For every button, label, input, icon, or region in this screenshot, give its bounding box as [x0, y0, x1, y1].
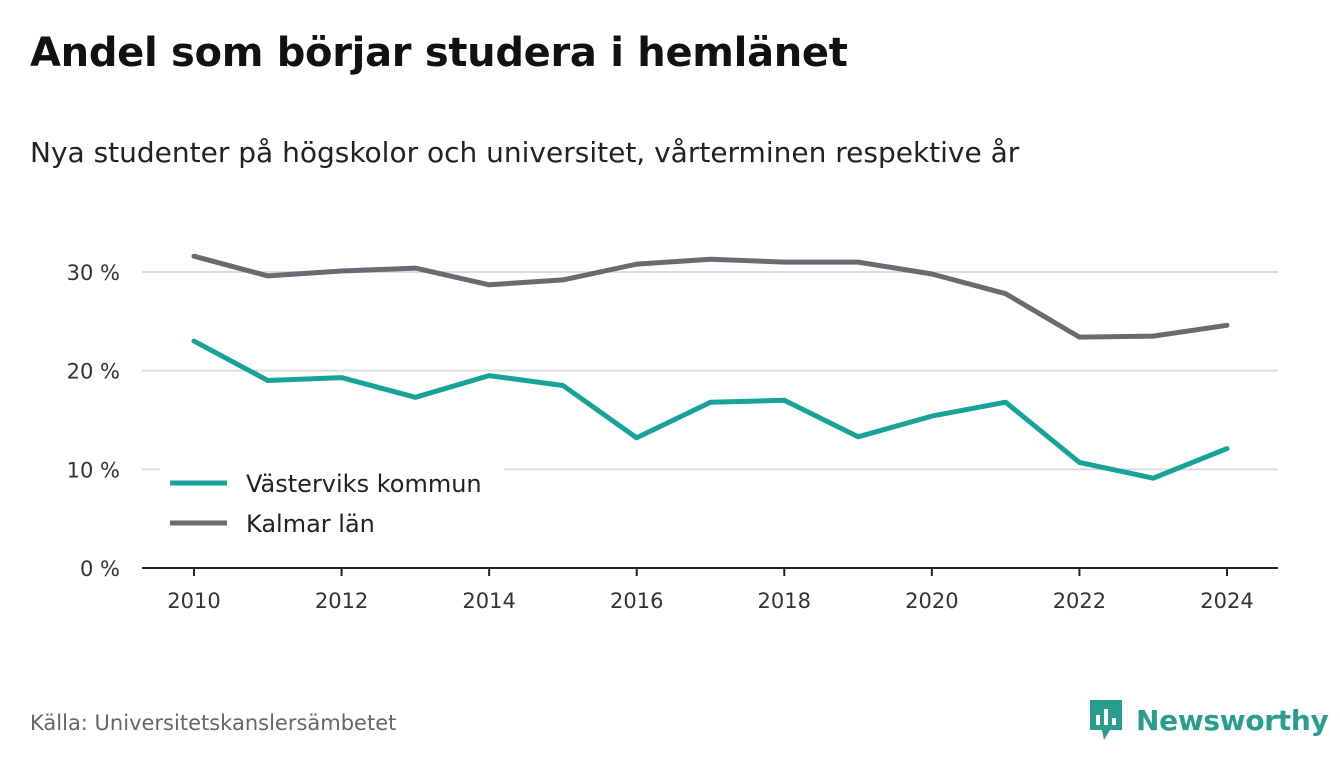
newsworthy-chart-icon: [1090, 700, 1122, 740]
gridlines: [142, 271, 1278, 471]
y-tick-label: 0 %: [80, 557, 120, 581]
brand-logo: Newsworthy: [1088, 698, 1329, 742]
series-line-kalmar-l-n: [191, 253, 1230, 340]
source-note: Källa: Universitetskanslersämbetet: [30, 711, 397, 735]
y-tick-label: 20 %: [67, 360, 120, 384]
x-tick-label: 2010: [167, 589, 220, 613]
x-tick-label: 2016: [610, 589, 663, 613]
legend-label: Kalmar län: [246, 510, 375, 538]
y-axis-ticks: 0 % 10 % 20 % 30 %: [67, 261, 120, 581]
legend-label: Västerviks kommun: [246, 470, 482, 498]
x-axis: 2010 2012 2014 2016 2018 2020 2022 2024: [142, 567, 1278, 613]
legend-background: [160, 458, 504, 550]
line-chart: 0 % 10 % 20 % 30 % 2010 2012 2014 2016 2018 2020…: [67, 253, 1278, 613]
series-line-v-sterviks-kommun: [191, 338, 1230, 481]
x-tick-label: 2014: [462, 589, 515, 613]
legend: Västerviks kommun Kalmar län: [160, 458, 504, 550]
chart-title: Andel som börjar studera i hemlänet: [30, 30, 848, 76]
y-tick-label: 30 %: [67, 261, 120, 285]
x-tick-label: 2012: [315, 589, 368, 613]
x-tick-label: 2024: [1200, 589, 1253, 613]
chart-subtitle: Nya studenter på högskolor och universit…: [30, 136, 1020, 169]
x-tick-label: 2018: [758, 589, 811, 613]
series-lines: [191, 253, 1230, 481]
x-tick-label: 2020: [905, 589, 958, 613]
x-tick-label: 2022: [1053, 589, 1106, 613]
brand-name: Newsworthy: [1136, 703, 1329, 737]
y-tick-label: 10 %: [67, 458, 120, 482]
